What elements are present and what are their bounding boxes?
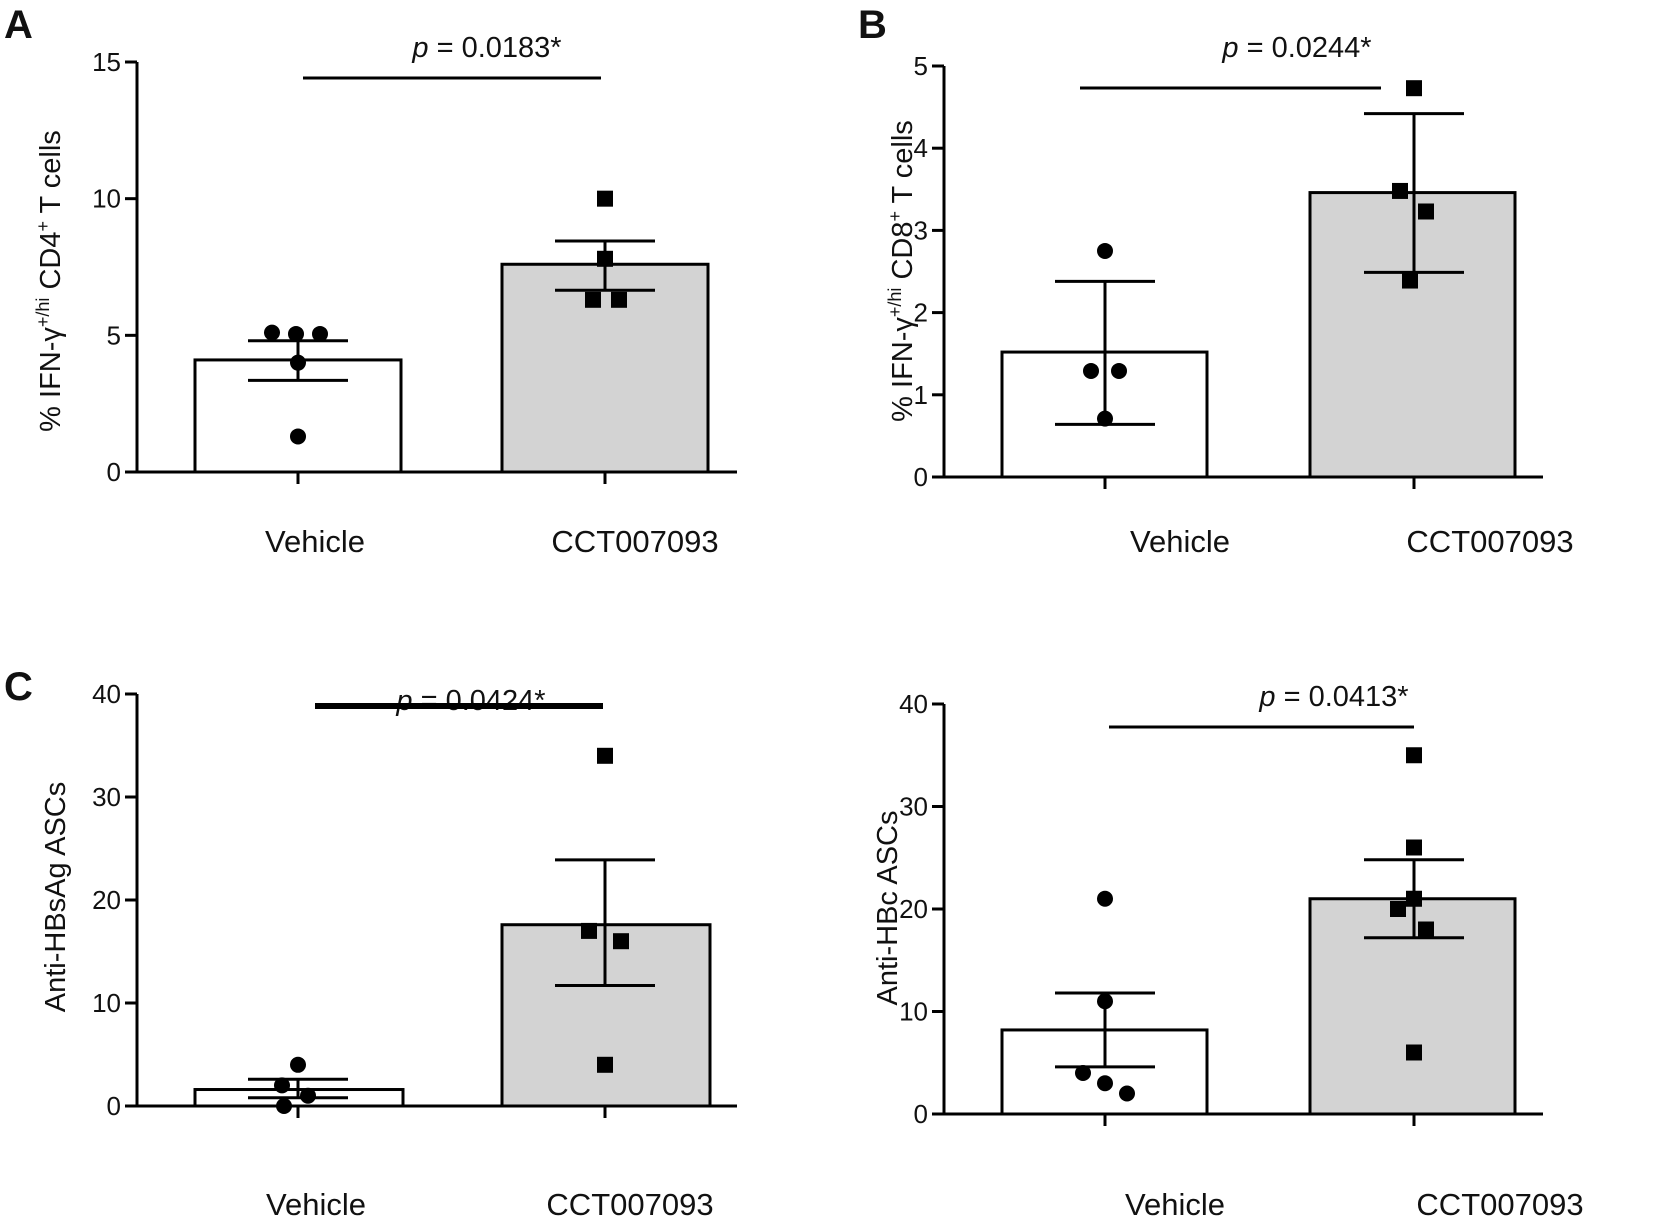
y-tick-label: 20 <box>92 885 121 915</box>
data-point-cct007093 <box>597 1056 613 1073</box>
y-axis-title: % IFN-γ+/hi CD4+ T cells <box>33 130 67 432</box>
y-tick-label: 10 <box>92 184 121 214</box>
data-point-vehicle <box>1111 362 1127 379</box>
data-point-vehicle <box>290 1056 306 1073</box>
data-point-vehicle <box>312 325 328 342</box>
data-point-cct007093 <box>613 933 629 950</box>
y-tick-label: 30 <box>92 782 121 812</box>
panel-b: B % IFN-γ+/hi CD8+ T cells p = 0.0244* V… <box>858 3 1574 559</box>
category-label-vehicle: Vehicle <box>1125 1187 1225 1222</box>
category-label-cct007093: CCT007093 <box>551 524 718 559</box>
category-label-cct007093: CCT007093 <box>1416 1187 1583 1222</box>
p-value-label: p = 0.0183* <box>411 32 561 64</box>
y-tick-label: 5 <box>107 320 121 350</box>
data-point-cct007093 <box>1390 901 1406 917</box>
data-point-vehicle <box>1097 993 1113 1010</box>
y-axis-title: Anti-HBc ASCs <box>872 811 904 1006</box>
bar-cct007093 <box>500 262 710 474</box>
data-point-vehicle <box>288 325 304 342</box>
category-label-vehicle: Vehicle <box>265 524 365 559</box>
data-point-cct007093 <box>597 190 613 207</box>
data-point-cct007093 <box>585 291 601 308</box>
category-label-cct007093: CCT007093 <box>1406 524 1573 559</box>
y-tick-label: 10 <box>92 988 121 1018</box>
data-point-cct007093 <box>597 747 613 764</box>
y-tick-label: 30 <box>899 792 928 822</box>
data-point-vehicle <box>1097 890 1113 907</box>
y-tick-label: 2 <box>914 298 928 328</box>
panel-c: C Anti-HBsAg ASCs p = 0.0424* Vehicle CC… <box>4 665 737 1222</box>
y-axis-title: Anti-HBsAg ASCs <box>40 782 72 1012</box>
panel-letter: B <box>858 3 887 47</box>
y-tick-label: 1 <box>914 380 928 410</box>
y-axis-title: % IFN-γ+/hi CD8+ T cells <box>885 120 919 422</box>
category-label-cct007093: CCT007093 <box>546 1187 713 1222</box>
data-point-cct007093 <box>1406 747 1422 764</box>
panel-letter: C <box>4 665 33 709</box>
panel-d: Anti-HBc ASCs p = 0.0413* Vehicle CCT007… <box>872 681 1584 1222</box>
y-tick-label: 20 <box>899 894 928 924</box>
y-tick-label: 3 <box>914 215 928 245</box>
data-point-vehicle <box>1097 242 1113 259</box>
data-point-vehicle <box>1097 410 1113 427</box>
y-tick-label: 0 <box>914 1099 928 1129</box>
data-point-vehicle <box>290 428 306 445</box>
data-point-cct007093 <box>1392 182 1408 199</box>
category-label-vehicle: Vehicle <box>1130 524 1230 559</box>
data-point-cct007093 <box>611 291 627 308</box>
y-tick-label: 10 <box>899 997 928 1027</box>
data-point-vehicle <box>1083 362 1099 379</box>
data-point-vehicle <box>1119 1085 1135 1102</box>
y-tick-label: 15 <box>92 47 121 77</box>
data-point-cct007093 <box>1418 203 1434 220</box>
data-point-vehicle <box>300 1087 316 1104</box>
data-point-vehicle <box>276 1098 292 1114</box>
y-tick-label: 40 <box>899 689 928 719</box>
category-label-vehicle: Vehicle <box>266 1187 366 1222</box>
data-point-cct007093 <box>1406 80 1422 97</box>
y-tick-label: 0 <box>914 462 928 492</box>
p-value-label: p = 0.0413* <box>1258 681 1408 713</box>
y-tick-label: 4 <box>914 133 928 163</box>
panel-letter: A <box>4 3 33 47</box>
data-point-cct007093 <box>1402 272 1418 289</box>
data-point-cct007093 <box>1418 921 1434 938</box>
data-point-vehicle <box>264 324 280 341</box>
data-point-cct007093 <box>1406 839 1422 856</box>
data-point-cct007093 <box>581 922 597 939</box>
data-point-cct007093 <box>597 250 613 267</box>
data-point-vehicle <box>290 354 306 371</box>
p-value-label: p = 0.0244* <box>1221 32 1371 64</box>
data-point-vehicle <box>274 1077 290 1094</box>
data-point-cct007093 <box>1406 1044 1422 1061</box>
data-point-vehicle <box>1075 1065 1091 1081</box>
panel-a: A % IFN-γ+/hi CD4+ T cells p = 0.0183* V… <box>4 3 737 559</box>
y-tick-label: 0 <box>107 457 121 487</box>
y-tick-label: 0 <box>107 1091 121 1121</box>
y-tick-label: 5 <box>914 51 928 81</box>
y-tick-label: 40 <box>92 679 121 709</box>
data-point-vehicle <box>1097 1075 1113 1092</box>
p-value-label: p = 0.0424* <box>395 685 545 717</box>
data-point-cct007093 <box>1406 890 1422 907</box>
